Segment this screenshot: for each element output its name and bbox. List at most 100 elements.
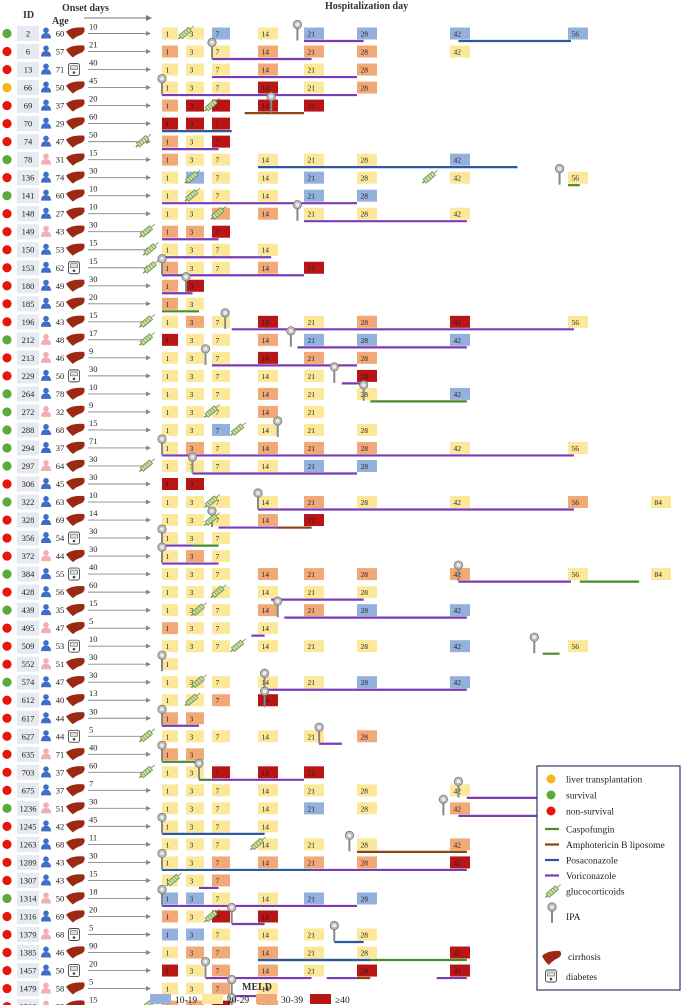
male-icon bbox=[41, 297, 51, 309]
id-cell-bg bbox=[17, 963, 39, 979]
onset-days-value: 5 bbox=[89, 724, 93, 734]
meld-cell bbox=[212, 441, 230, 454]
hospital-day-label: 7 bbox=[216, 912, 220, 921]
cirrhosis-liver-icon bbox=[66, 99, 85, 112]
age-column-header: Age bbox=[52, 16, 69, 27]
syringe-tick bbox=[257, 840, 262, 845]
syringe-tick bbox=[207, 916, 211, 921]
hospital-day-label: 28 bbox=[361, 354, 369, 363]
hospital-day-label: 56 bbox=[572, 444, 580, 453]
patient-age: 71 bbox=[56, 749, 65, 759]
meld-cell bbox=[212, 568, 230, 581]
hospital-day-label: 7 bbox=[216, 768, 220, 777]
female-icon bbox=[41, 892, 51, 904]
male-icon bbox=[41, 820, 51, 832]
outcome-dot bbox=[2, 281, 12, 291]
cirrhosis-liver-icon bbox=[66, 405, 85, 418]
meld-cell bbox=[212, 45, 230, 58]
hospital-day-label: 14 bbox=[262, 66, 270, 75]
ipa-aspergillus-icon bbox=[157, 434, 167, 455]
person-body bbox=[41, 105, 51, 111]
meld-cell bbox=[450, 802, 470, 815]
hospital-day-label: 7 bbox=[216, 354, 220, 363]
syringe-needle bbox=[556, 884, 561, 889]
patient-id: 1379 bbox=[20, 930, 37, 940]
glucocorticoid-syringe-icon bbox=[139, 314, 156, 328]
hospital-day-label: 7 bbox=[216, 48, 220, 57]
male-icon bbox=[41, 478, 51, 489]
hospital-day-label: 42 bbox=[454, 840, 462, 849]
syringe-tick bbox=[169, 879, 173, 885]
onset-arrow-head bbox=[146, 103, 151, 109]
diabetes-meter-icon bbox=[68, 729, 80, 743]
outcome-dot bbox=[2, 209, 12, 219]
person-body bbox=[41, 51, 51, 57]
hospital-day-label: 56 bbox=[572, 30, 580, 39]
meld-cell bbox=[186, 351, 204, 364]
meter-screen bbox=[70, 65, 78, 70]
ipa-head-center bbox=[203, 959, 208, 964]
meld-cell bbox=[651, 568, 671, 581]
onset-days-value: 30 bbox=[89, 670, 98, 680]
meld-cell bbox=[304, 604, 324, 617]
onset-arrow-head bbox=[146, 625, 151, 631]
meld-cell bbox=[186, 478, 204, 490]
hospital-day-label: 3 bbox=[190, 390, 194, 399]
meld-cell bbox=[357, 459, 377, 472]
syringe-tick bbox=[189, 193, 194, 198]
meld-cell bbox=[304, 189, 324, 202]
outcome-dot bbox=[2, 803, 12, 813]
syringe-tick bbox=[548, 891, 552, 896]
meld-cell bbox=[186, 892, 204, 905]
ipa-head-center bbox=[160, 815, 164, 820]
meld-cell bbox=[162, 640, 178, 653]
outcome-dot bbox=[2, 767, 12, 777]
outcome-dot bbox=[2, 389, 12, 399]
person-head bbox=[43, 225, 49, 232]
hospital-day-label: 1 bbox=[166, 840, 170, 849]
ipa-head-center bbox=[160, 743, 164, 748]
hospital-day-label: 42 bbox=[454, 390, 462, 399]
syringe-tick bbox=[211, 912, 216, 917]
patient-age: 50 bbox=[56, 966, 65, 976]
outcome-dot bbox=[2, 551, 12, 561]
meld_40-legend-label: ≥40 bbox=[335, 996, 350, 1005]
person-head bbox=[43, 189, 49, 196]
meld-cell bbox=[162, 171, 178, 184]
syringe-plunger bbox=[230, 649, 234, 653]
meld-cell bbox=[568, 171, 588, 184]
person-body bbox=[41, 988, 51, 994]
patient-id: 150 bbox=[22, 245, 35, 255]
glucocorticoid-syringe-icon bbox=[203, 908, 220, 923]
syringe-plunger bbox=[184, 180, 188, 184]
liver_transplantation-legend-label: liver transplantation bbox=[566, 776, 642, 786]
onset-arrow-head bbox=[146, 823, 151, 829]
hospital-day-label: 14 bbox=[262, 426, 270, 435]
id-cell-bg bbox=[17, 566, 39, 582]
meld-cell bbox=[304, 387, 324, 400]
hospital-day-label: 3 bbox=[190, 282, 194, 291]
syringe-tick bbox=[216, 589, 220, 594]
meld-cell bbox=[186, 333, 204, 346]
meld-cell bbox=[162, 333, 178, 346]
ipa-head-center bbox=[229, 905, 234, 910]
hospital-day-label: 1 bbox=[166, 66, 170, 75]
ipa-head-center bbox=[361, 383, 366, 387]
hospital-day-label: 14 bbox=[262, 444, 270, 453]
meld-cell bbox=[304, 586, 324, 599]
outcome-dot bbox=[2, 497, 12, 507]
syringe-needle bbox=[154, 260, 159, 264]
cirrhosis-legend-icon bbox=[542, 950, 562, 965]
hospital-day-label: 7 bbox=[216, 408, 220, 417]
meld-cell bbox=[212, 81, 230, 94]
person-body bbox=[41, 213, 51, 219]
ipa-aspergillus-icon bbox=[157, 740, 167, 762]
hospital-day-label: 3 bbox=[190, 84, 194, 93]
syringe-tick bbox=[427, 175, 432, 180]
hospital-day-label: 42 bbox=[454, 678, 462, 687]
person-head bbox=[43, 586, 49, 592]
meld-cell bbox=[357, 640, 377, 653]
outcome-dot bbox=[2, 533, 12, 543]
female-icon bbox=[41, 802, 51, 814]
hospital-day-label: 14 bbox=[262, 84, 270, 93]
